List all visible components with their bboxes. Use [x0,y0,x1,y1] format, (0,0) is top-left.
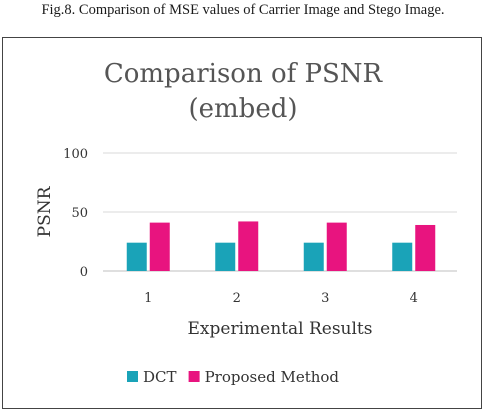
y-axis-label: PSNR [35,185,55,237]
bar-dct-1 [126,242,147,271]
legend-label-dct: DCT [143,368,177,386]
bar-dct-2 [215,242,236,271]
bar-proposed-method-2 [238,221,259,271]
legend-swatch-proposed-method [188,371,200,382]
figure-caption: Fig.8. Comparison of MSE values of Carri… [41,2,445,18]
x-tick-label: 1 [144,291,152,306]
bar-dct-3 [303,242,324,271]
x-tick-label: 2 [233,291,241,306]
bar-proposed-method-1 [149,222,170,271]
bar-proposed-method-3 [326,222,347,271]
legend-label-proposed-method: Proposed Method [205,368,340,386]
y-tick-label: 50 [71,206,88,221]
bar-dct-4 [392,242,413,271]
chart-title-line-1: Comparison of PSNR [104,59,384,89]
x-axis-label: Experimental Results [188,319,373,339]
x-tick-label: 4 [410,291,418,306]
x-tick-label: 3 [321,291,329,306]
legend-swatch-dct [127,371,138,382]
y-tick-label: 0 [80,265,88,280]
chart-title-line-2: (embed) [188,94,297,124]
bar-proposed-method-4 [415,224,436,271]
y-tick-label: 100 [63,147,88,162]
